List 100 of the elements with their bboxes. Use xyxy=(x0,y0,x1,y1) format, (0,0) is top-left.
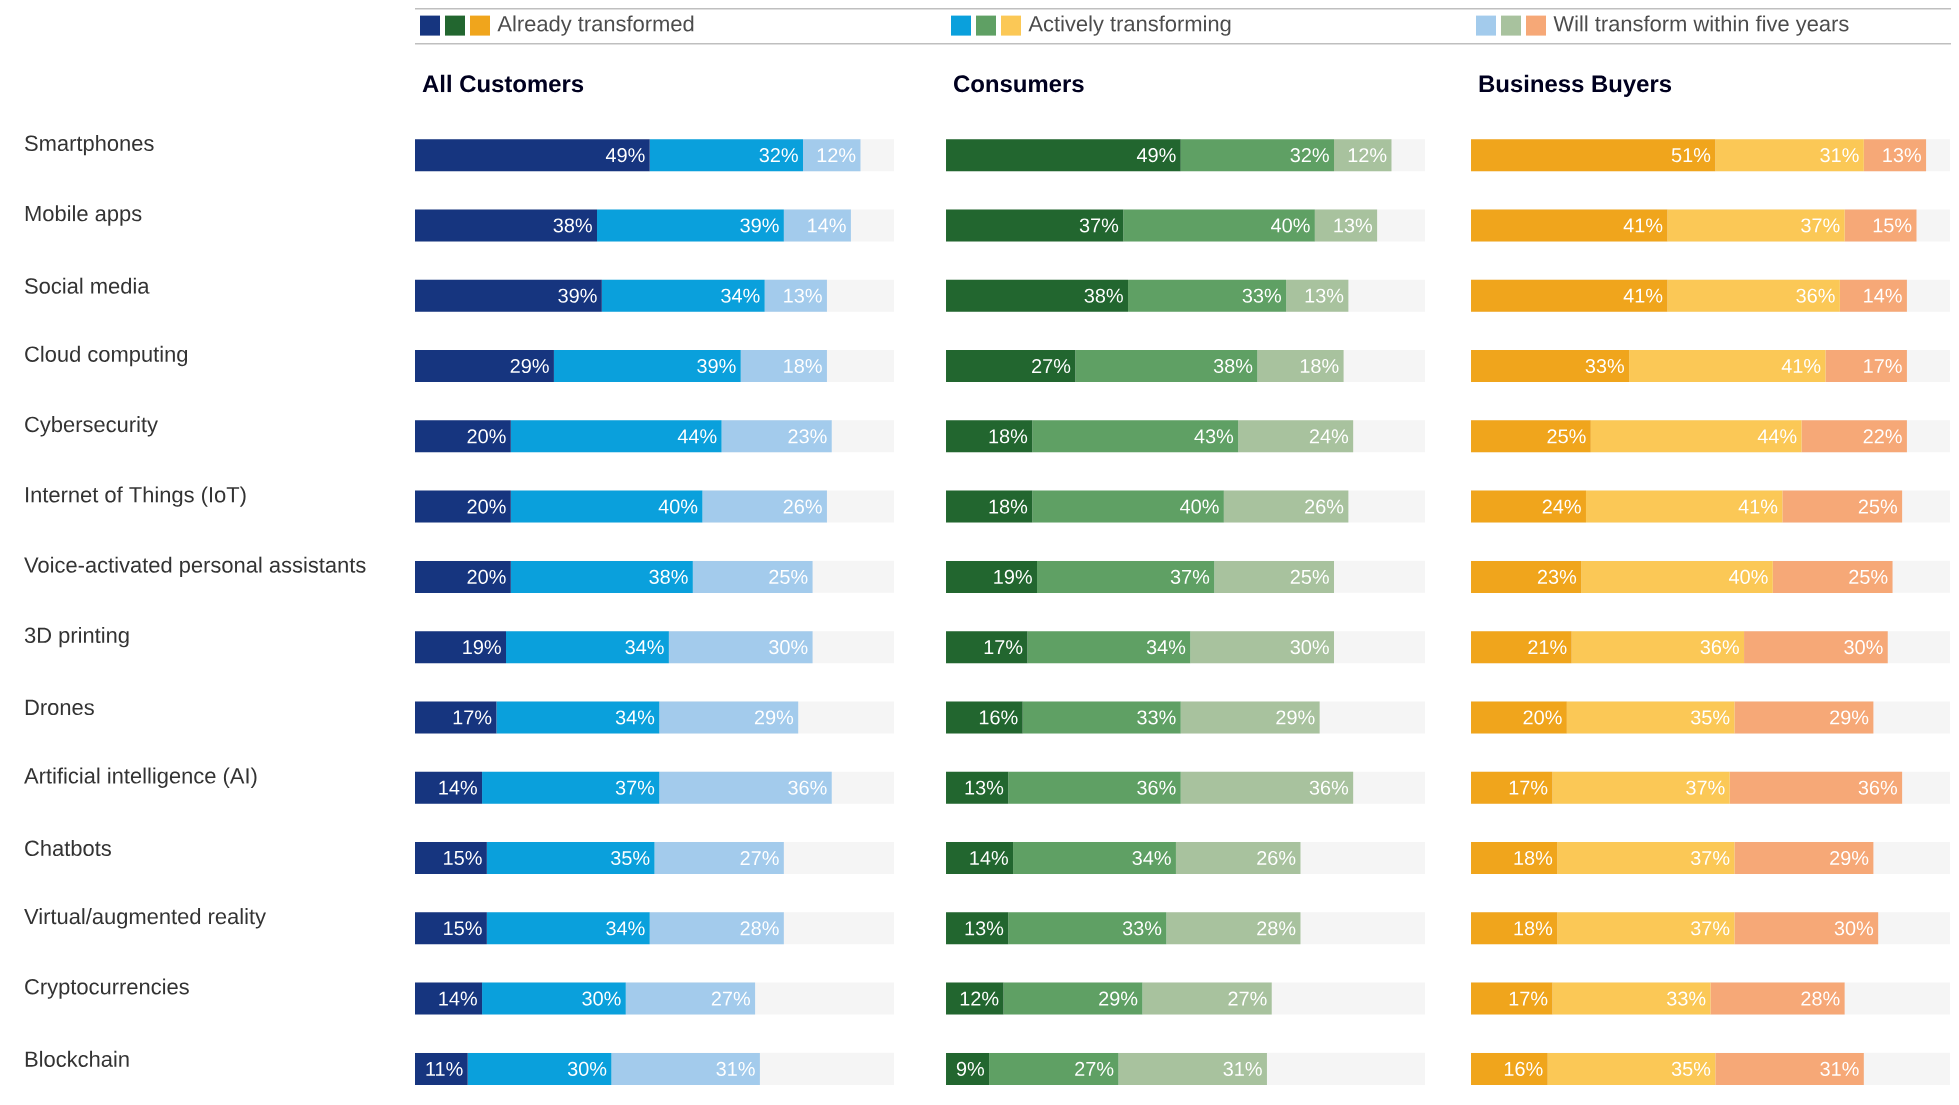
data-label: 13% xyxy=(784,288,822,303)
data-label: 38% xyxy=(1084,288,1123,303)
chart-title: Business Buyers xyxy=(1479,74,1672,98)
data-label: 12% xyxy=(1348,148,1387,163)
data-label: 36% xyxy=(1309,780,1349,795)
bar xyxy=(1013,842,1176,875)
data-label: 13% xyxy=(965,780,1004,795)
bar xyxy=(1032,420,1239,453)
data-label: 29% xyxy=(510,358,549,374)
chart-title: All Customers xyxy=(422,74,584,93)
y-tick-label: Chatbots xyxy=(25,839,111,857)
bar xyxy=(1471,842,1558,875)
data-label: 25% xyxy=(1849,569,1888,584)
data-label: 15% xyxy=(444,921,482,936)
data-label: 38% xyxy=(553,218,592,233)
bar xyxy=(510,560,693,593)
bar xyxy=(415,771,483,804)
y-tick-label: 3D printing xyxy=(24,626,129,648)
data-label: 16% xyxy=(1504,1061,1543,1076)
bar xyxy=(1471,1052,1548,1085)
data-label: 37% xyxy=(1170,569,1210,584)
data-label: 49% xyxy=(605,148,645,163)
bar xyxy=(415,350,554,383)
data-label: 26% xyxy=(1257,850,1296,866)
data-label: 17% xyxy=(453,710,492,725)
bar xyxy=(510,490,703,523)
data-label: 44% xyxy=(677,429,717,444)
bar xyxy=(482,771,660,804)
data-label: 41% xyxy=(1623,288,1663,303)
bar xyxy=(415,490,511,523)
bar xyxy=(1557,912,1735,945)
data-label: 13% xyxy=(1334,218,1373,233)
bar xyxy=(597,209,784,242)
data-label: 26% xyxy=(1305,499,1344,514)
bar xyxy=(946,771,1009,804)
data-label: 37% xyxy=(1690,850,1730,866)
data-label: 33% xyxy=(1137,710,1176,725)
data-label: 39% xyxy=(558,288,597,303)
bar xyxy=(1557,842,1735,875)
data-label: 39% xyxy=(697,358,736,374)
data-label: 33% xyxy=(1585,358,1624,374)
data-label: 36% xyxy=(1700,640,1739,655)
data-label: 34% xyxy=(1146,640,1186,655)
data-label: 20% xyxy=(467,569,506,584)
data-label: 29% xyxy=(754,710,794,725)
bar xyxy=(946,842,1014,875)
data-label: 13% xyxy=(1883,148,1921,163)
bar xyxy=(946,350,1076,383)
data-label: 37% xyxy=(1690,921,1730,936)
data-label: 31% xyxy=(1820,1061,1859,1076)
bar xyxy=(415,420,511,453)
bar xyxy=(946,490,1033,523)
text: Already transformed xyxy=(497,15,694,36)
bar xyxy=(486,842,655,875)
y-tick-label: Virtual/augmented reality xyxy=(24,908,266,929)
data-label: 37% xyxy=(1686,780,1725,795)
y-tick-label: Social media xyxy=(25,277,150,294)
bar xyxy=(496,701,660,734)
data-label: 30% xyxy=(567,1061,607,1076)
data-label: 20% xyxy=(1523,710,1562,725)
bar xyxy=(482,982,626,1015)
data-label: 24% xyxy=(1309,429,1349,444)
bar xyxy=(1008,912,1167,945)
data-label: 18% xyxy=(989,429,1028,444)
bar xyxy=(415,842,487,875)
bar xyxy=(1471,560,1582,593)
data-label: 33% xyxy=(1666,991,1706,1006)
data-label: 34% xyxy=(625,640,664,655)
data-label: 19% xyxy=(463,640,501,655)
data-label: 14% xyxy=(1864,288,1902,303)
bar xyxy=(506,631,669,664)
bar xyxy=(946,631,1028,664)
data-label: 11% xyxy=(426,1061,463,1076)
data-label: 34% xyxy=(606,921,645,936)
data-label: 38% xyxy=(1213,358,1253,374)
bar xyxy=(1471,631,1572,664)
data-label: 37% xyxy=(615,780,655,795)
bar xyxy=(467,1052,612,1085)
data-label: 29% xyxy=(1830,850,1869,866)
bar xyxy=(1667,279,1840,312)
bar xyxy=(1123,209,1315,242)
y-tick-label: Blockchain xyxy=(25,1050,129,1067)
bar xyxy=(415,982,483,1015)
data-label: 40% xyxy=(1180,499,1219,514)
bar xyxy=(1571,631,1745,664)
data-label: 17% xyxy=(1864,359,1902,373)
data-label: 18% xyxy=(1514,921,1553,936)
data-label: 30% xyxy=(1844,640,1883,655)
bar xyxy=(415,912,487,945)
data-label: 31% xyxy=(716,1061,755,1076)
bar xyxy=(1128,279,1287,312)
data-label: 15% xyxy=(444,850,482,866)
data-label: 29% xyxy=(1099,991,1138,1006)
data-label: 18% xyxy=(1514,850,1553,866)
bar xyxy=(1581,560,1773,593)
data-label: 25% xyxy=(769,569,808,584)
data-label: 40% xyxy=(1728,569,1768,584)
data-label: 36% xyxy=(1137,780,1176,795)
bar xyxy=(1547,1052,1716,1085)
bar xyxy=(553,350,741,383)
